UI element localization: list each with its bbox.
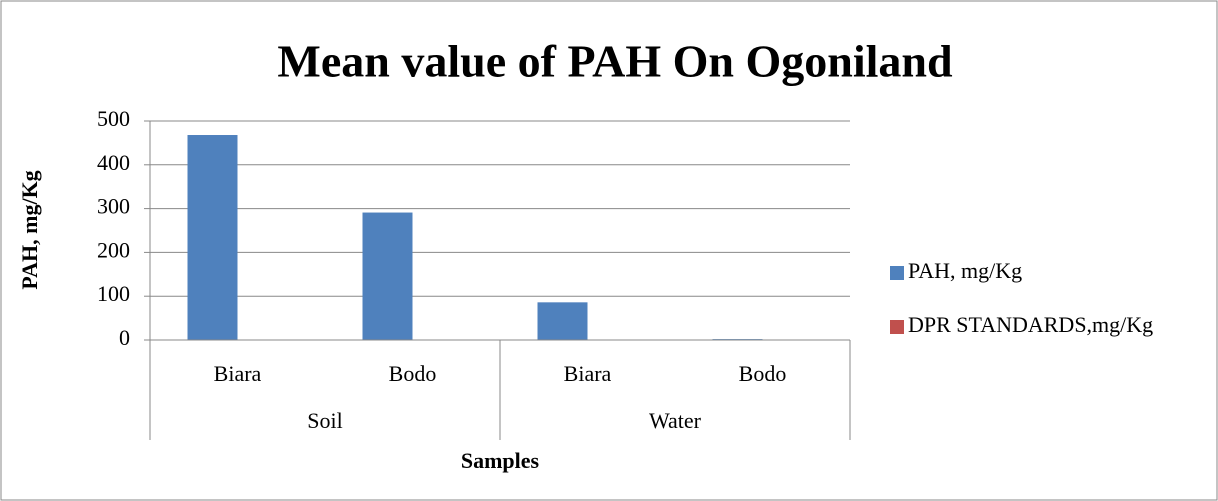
- y-tick-label: 300: [97, 194, 130, 219]
- bar: [362, 212, 413, 340]
- x-tick-label: Biara: [214, 361, 262, 386]
- x-tick-label: Bodo: [389, 361, 437, 386]
- bar: [187, 135, 238, 340]
- y-axis-label: PAH, mg/Kg: [17, 170, 42, 289]
- x-axis-label: Samples: [461, 448, 540, 473]
- y-tick-label: 500: [97, 106, 130, 131]
- y-tick-label: 100: [97, 281, 130, 306]
- y-tick-label: 400: [97, 150, 130, 175]
- chart-title: Mean value of PAH On Ogoniland: [277, 36, 953, 87]
- bar: [537, 302, 588, 340]
- group-label: Soil: [307, 408, 342, 433]
- group-label: Water: [649, 408, 702, 433]
- x-tick-label: Biara: [564, 361, 612, 386]
- legend-label: PAH, mg/Kg: [908, 258, 1022, 283]
- legend-swatch: [890, 320, 904, 334]
- y-tick-label: 0: [119, 325, 130, 350]
- legend-label: DPR STANDARDS,mg/Kg: [908, 312, 1153, 337]
- x-tick-label: Bodo: [739, 361, 787, 386]
- y-tick-label: 200: [97, 237, 130, 262]
- legend-swatch: [890, 266, 904, 280]
